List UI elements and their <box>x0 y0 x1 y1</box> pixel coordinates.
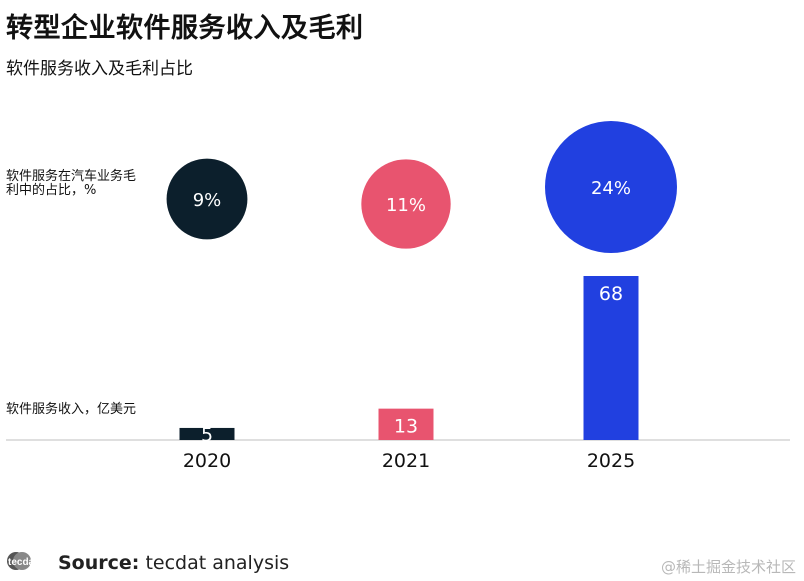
bar-row-label: 软件服务收入，亿美元 <box>6 402 137 417</box>
logo-text: tecdat <box>8 557 38 568</box>
bubble-2020 <box>166 158 248 240</box>
chart-title: 转型企业软件服务收入及毛利 <box>6 13 364 44</box>
bubble-row-label: 软件服务在汽车业务毛利中的占比，% <box>6 169 137 198</box>
bar-value-label-2020: 5 <box>201 424 213 446</box>
x-tick-label-2020: 2020 <box>183 450 231 472</box>
tecdat-logo-icon: tecdat <box>7 552 38 570</box>
bubble-2021 <box>361 159 451 249</box>
x-tick-label-2025: 2025 <box>587 450 635 472</box>
bubble-label-2025: 24% <box>591 178 631 199</box>
bar-2021 <box>378 408 434 440</box>
source-label: Source: <box>58 552 140 574</box>
x-tick-label-2021: 2021 <box>382 450 430 472</box>
bar-value-label-2025: 68 <box>599 283 623 305</box>
source-text: tecdat analysis <box>145 552 290 574</box>
bubble-2025 <box>545 121 677 253</box>
bar-2020 <box>179 427 235 440</box>
bar-value-label-2021: 13 <box>394 416 418 438</box>
bubble-label-2020: 9% <box>193 190 222 211</box>
bar-2025 <box>583 276 639 440</box>
watermark: @稀土掘金技术社区 <box>660 558 796 576</box>
source-note: Source: tecdat analysis <box>58 552 289 574</box>
chart-subtitle: 软件服务收入及毛利占比 <box>6 59 193 79</box>
bubble-label-2021: 11% <box>386 195 426 216</box>
